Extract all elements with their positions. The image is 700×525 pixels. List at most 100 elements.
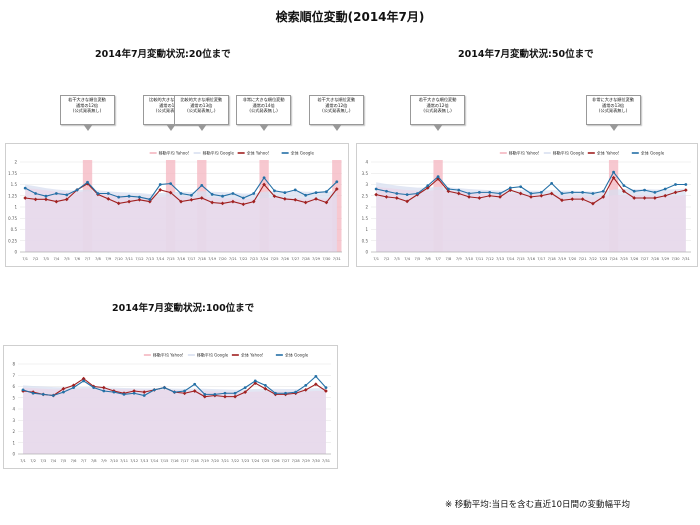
x-tick-label: 7/13 xyxy=(496,257,504,261)
yahoo-point xyxy=(272,194,277,199)
yahoo-point xyxy=(456,191,461,196)
google-point xyxy=(304,193,308,197)
yahoo-point xyxy=(231,199,235,204)
x-tick-label: 7/11 xyxy=(475,257,483,261)
y-tick-label: 2 xyxy=(14,160,17,165)
x-tick-label: 7/17 xyxy=(537,257,545,261)
google-point xyxy=(193,382,197,386)
google-point xyxy=(223,391,227,395)
y-tick-label: 2 xyxy=(365,205,368,210)
y-tick-label: 1.5 xyxy=(362,216,369,221)
yahoo-point xyxy=(632,196,637,200)
x-tick-label: 7/5 xyxy=(61,459,67,463)
x-tick-label: 7/12 xyxy=(130,459,138,463)
x-tick-label: 7/6 xyxy=(74,257,80,261)
yahoo-point xyxy=(64,197,69,202)
yahoo-point xyxy=(220,201,225,206)
chart-legend: 移動平均 Yahoo! 移動平均 Google 全体 Yahoo! 全体 Google xyxy=(149,150,315,156)
google-point xyxy=(314,191,318,194)
x-tick-label: 7/17 xyxy=(181,459,189,463)
yahoo-point xyxy=(560,198,564,203)
footnote: ※ 移動平均:当日を含む直近10日間の変動幅平均 xyxy=(444,500,630,510)
callout-line: 通常の13倍 xyxy=(159,102,182,108)
google-point xyxy=(274,391,277,395)
chart-title-top100: 2014年7月変動状況:100位まで xyxy=(112,303,255,314)
x-tick-label: 7/30 xyxy=(322,257,331,261)
yahoo-point xyxy=(263,386,268,391)
callout-top20-7-31: 若干大きな順位変動 通常の12倍 (公式発表無し) xyxy=(308,95,364,131)
ma-yahoo-area xyxy=(376,186,686,252)
yahoo-point xyxy=(116,201,121,206)
yahoo-point xyxy=(334,187,339,191)
yahoo-point xyxy=(23,196,28,200)
x-tick-label: 7/29 xyxy=(312,257,321,261)
x-tick-label: 7/21 xyxy=(579,257,587,261)
x-tick-label: 7/28 xyxy=(292,459,301,463)
google-point xyxy=(158,183,162,186)
google-point xyxy=(570,190,574,194)
callout-line: (公式発表無し) xyxy=(249,108,278,114)
x-tick-label: 7/17 xyxy=(187,257,195,261)
google-point xyxy=(684,183,688,186)
callout-line: (公式発表無し) xyxy=(187,108,216,114)
x-tick-label: 7/18 xyxy=(198,257,207,261)
yahoo-point xyxy=(477,196,482,200)
google-point xyxy=(591,192,595,195)
legend-label: 移動平均 Google xyxy=(553,150,585,156)
google-point xyxy=(374,187,378,191)
x-tick-label: 7/14 xyxy=(506,257,515,261)
x-tick-label: 7/18 xyxy=(548,257,557,261)
y-tick-label: 0.5 xyxy=(11,227,18,232)
y-tick-label: 8 xyxy=(12,362,15,367)
x-tick-label: 7/10 xyxy=(115,257,124,261)
x-tick-label: 7/10 xyxy=(110,459,119,463)
y-tick-label: 1 xyxy=(12,440,15,445)
chart-title-top50: 2014年7月変動状況:50位まで xyxy=(458,49,594,60)
yahoo-point xyxy=(314,197,318,201)
google-point xyxy=(132,391,136,395)
y-tick-label: 0 xyxy=(365,250,368,255)
x-tick-label: 7/24 xyxy=(251,459,260,463)
legend-label: 全体 Yahoo! xyxy=(597,150,620,156)
y-tick-label: 3 xyxy=(365,182,368,187)
chart-panel-top100: 0 1 2 3 4 5 6 7 8 7/1 7/2 7/3 7/4 7/5 7/6 7/7 7/8 7/9 7/10… xyxy=(3,345,338,469)
google-point xyxy=(477,190,481,194)
google-point xyxy=(335,180,339,184)
x-tick-label: 7/20 xyxy=(568,257,577,261)
google-point xyxy=(325,190,328,194)
x-tick-label: 7/22 xyxy=(231,459,239,463)
google-point xyxy=(102,389,106,393)
legend-label: 全体 Yahoo! xyxy=(247,150,270,156)
x-tick-label: 7/9 xyxy=(105,257,111,261)
google-point xyxy=(233,391,237,395)
x-tick-label: 7/7 xyxy=(81,459,87,463)
x-tick-label: 7/24 xyxy=(260,257,269,261)
x-tick-label: 7/20 xyxy=(219,257,228,261)
google-point xyxy=(539,190,543,194)
google-point xyxy=(457,188,461,192)
x-tick-label: 7/30 xyxy=(671,257,680,261)
y-tick-label: 0.25 xyxy=(8,238,17,243)
x-tick-label: 7/11 xyxy=(125,257,133,261)
callout-line: 比較的大きな順位変動 xyxy=(149,97,192,102)
y-tick-label: 0 xyxy=(12,452,15,457)
legend-label: 移動平均 Yahoo! xyxy=(159,150,190,156)
google-point xyxy=(426,184,430,188)
legend-label: 移動平均 Yahoo! xyxy=(509,150,540,156)
x-tick-label: 7/26 xyxy=(630,257,639,261)
google-point xyxy=(31,391,35,395)
google-point xyxy=(72,386,75,390)
x-tick-label: 7/8 xyxy=(95,257,101,261)
callout-line: 通常の14倍 xyxy=(252,102,275,108)
x-tick-label: 7/31 xyxy=(333,257,341,261)
callout-line: (公式発表無し) xyxy=(72,108,102,114)
x-tick-label: 7/29 xyxy=(661,257,670,261)
y-tick-label: 3.5 xyxy=(362,171,369,176)
x-tick-label: 7/24 xyxy=(610,257,619,261)
google-point xyxy=(86,180,89,184)
callout-line: 比較的大きな順位変動 xyxy=(180,97,223,102)
x-tick-label: 7/9 xyxy=(456,257,462,261)
google-point xyxy=(189,193,193,197)
chart-panel-top50: 0 0.5 1 1.5 2 2.5 3 3.5 4 7/1 7/2 7/3 7/4 7/5 7/6 7/7 7/… xyxy=(356,143,698,267)
chart-legend: 移動平均 Yahoo! 移動平均 Google 全体 Yahoo! 全体 Google xyxy=(143,352,309,358)
